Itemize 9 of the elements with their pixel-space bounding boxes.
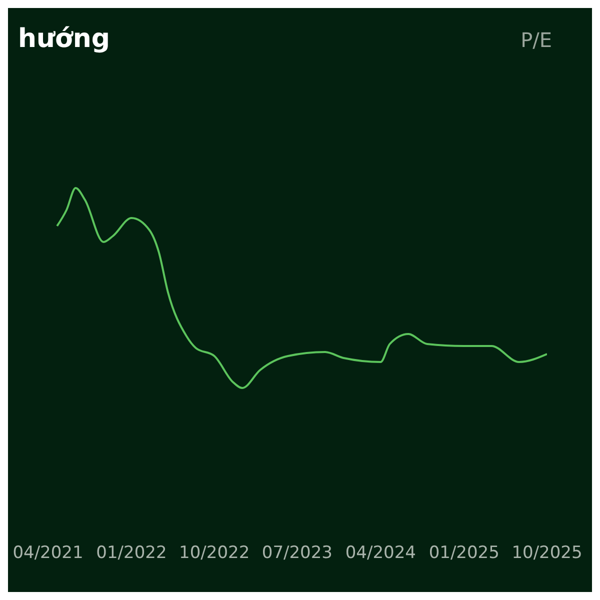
x-tick-label: 04/2024 xyxy=(345,543,416,564)
x-tick-label: 07/2023 xyxy=(262,543,333,564)
chart-title: hướng xyxy=(18,24,110,54)
x-tick-label: 04/2021 xyxy=(12,543,84,564)
text: P/E xyxy=(520,28,552,52)
x-tick-label: 10/2025 xyxy=(512,543,582,564)
x-tick-label: 01/2022 xyxy=(96,543,167,564)
x-tick-label: 01/2025 xyxy=(428,543,500,564)
x-tick-label: 10/2022 xyxy=(179,543,250,564)
